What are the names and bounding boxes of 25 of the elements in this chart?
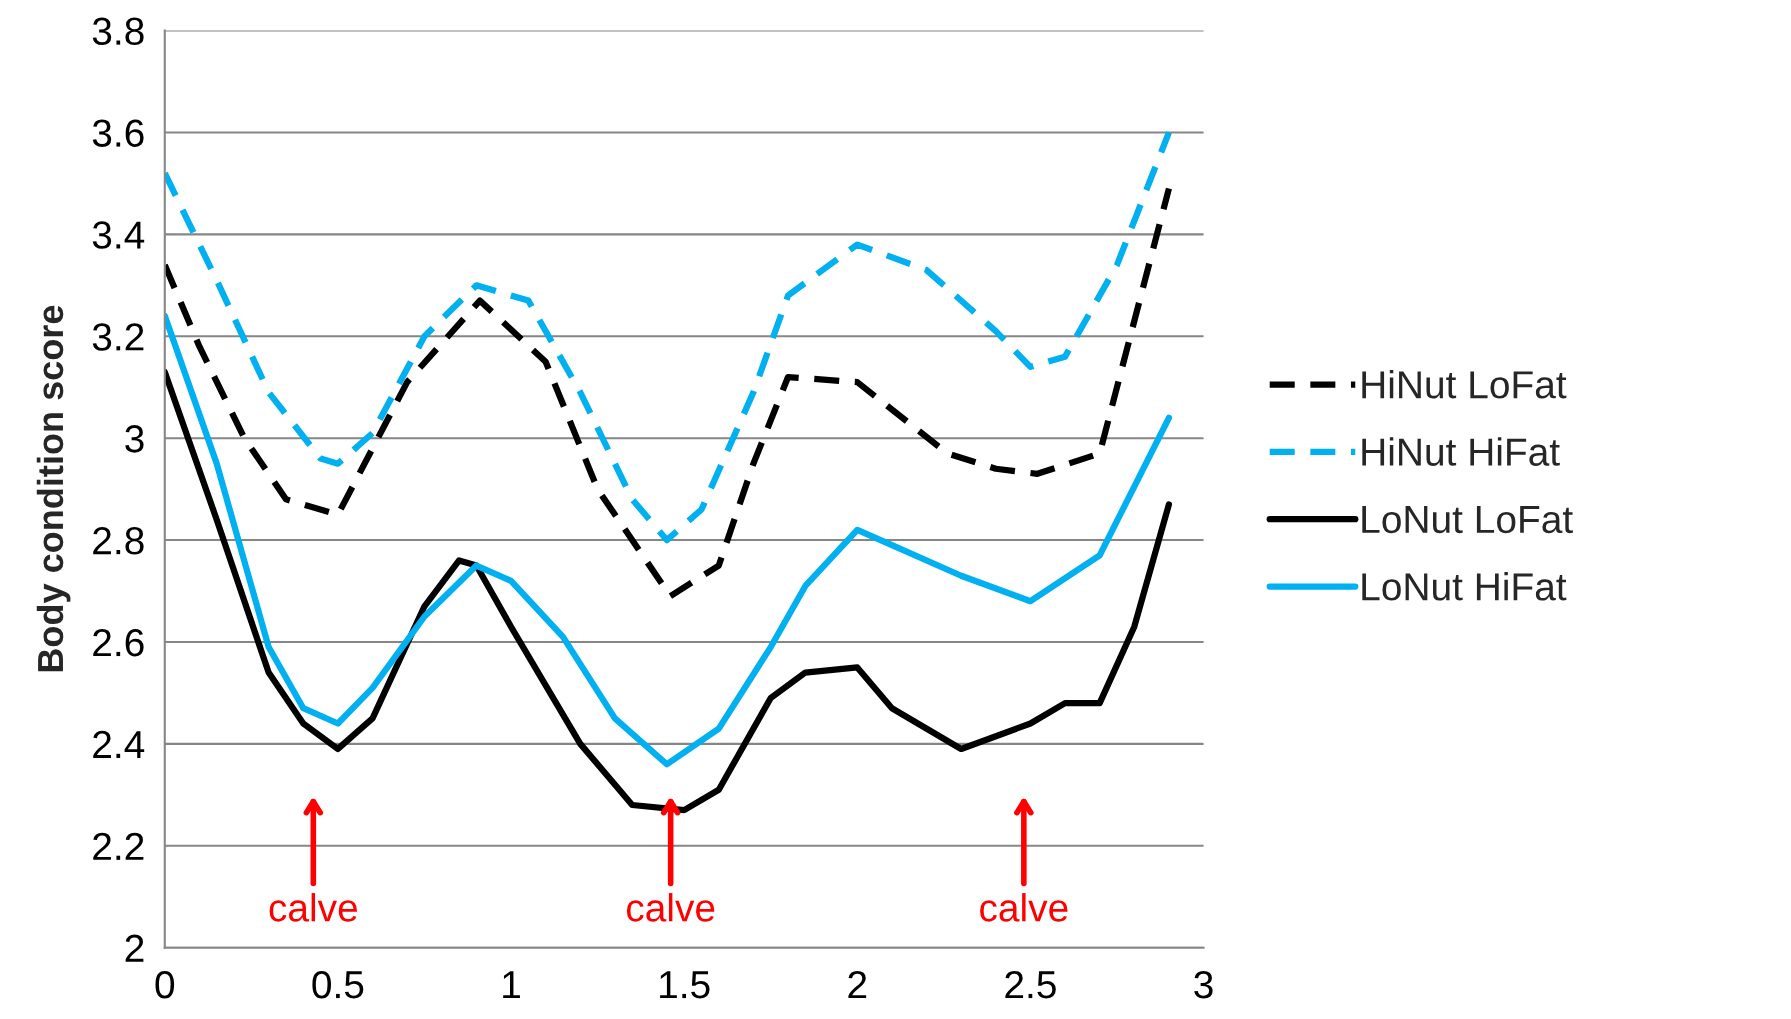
- annotation: calve: [980, 893, 1068, 922]
- x-tick-label: 0.5: [312, 970, 364, 999]
- y-tick-label: 2.8: [93, 527, 144, 555]
- x-tick-label: 1: [503, 971, 520, 999]
- legend-label: HiNut HiFat: [1362, 437, 1560, 466]
- x-tick-label: 2: [848, 970, 867, 999]
- legend-label: LoNut HiFat: [1362, 572, 1567, 601]
- y-tick-label: 2.2: [93, 832, 144, 860]
- legend-label: LoNut LoFat: [1362, 506, 1573, 534]
- x-tick-label: 3: [1194, 970, 1213, 999]
- x-tick-label: 0: [155, 970, 175, 999]
- y-tick-label: 3: [125, 425, 144, 453]
- y-tick-label: 3.8: [92, 17, 144, 46]
- y-tick-label: 2.6: [93, 628, 144, 657]
- x-tick-label: 1.5: [660, 971, 710, 999]
- y-tick-label: 2: [125, 934, 144, 962]
- y-tick-label: 3.6: [92, 119, 144, 147]
- x-tick-label: 2.5: [1005, 970, 1056, 999]
- y-tick-label: 3.2: [92, 323, 144, 351]
- legend-label: HiNut LoFat: [1362, 369, 1567, 399]
- y-tick-label: 3.4: [92, 221, 145, 249]
- y-axis-title: Body condition score: [36, 305, 71, 672]
- annotation: calve: [269, 893, 357, 922]
- y-tick-label: 2.4: [93, 730, 145, 758]
- annotation: calve: [626, 893, 715, 922]
